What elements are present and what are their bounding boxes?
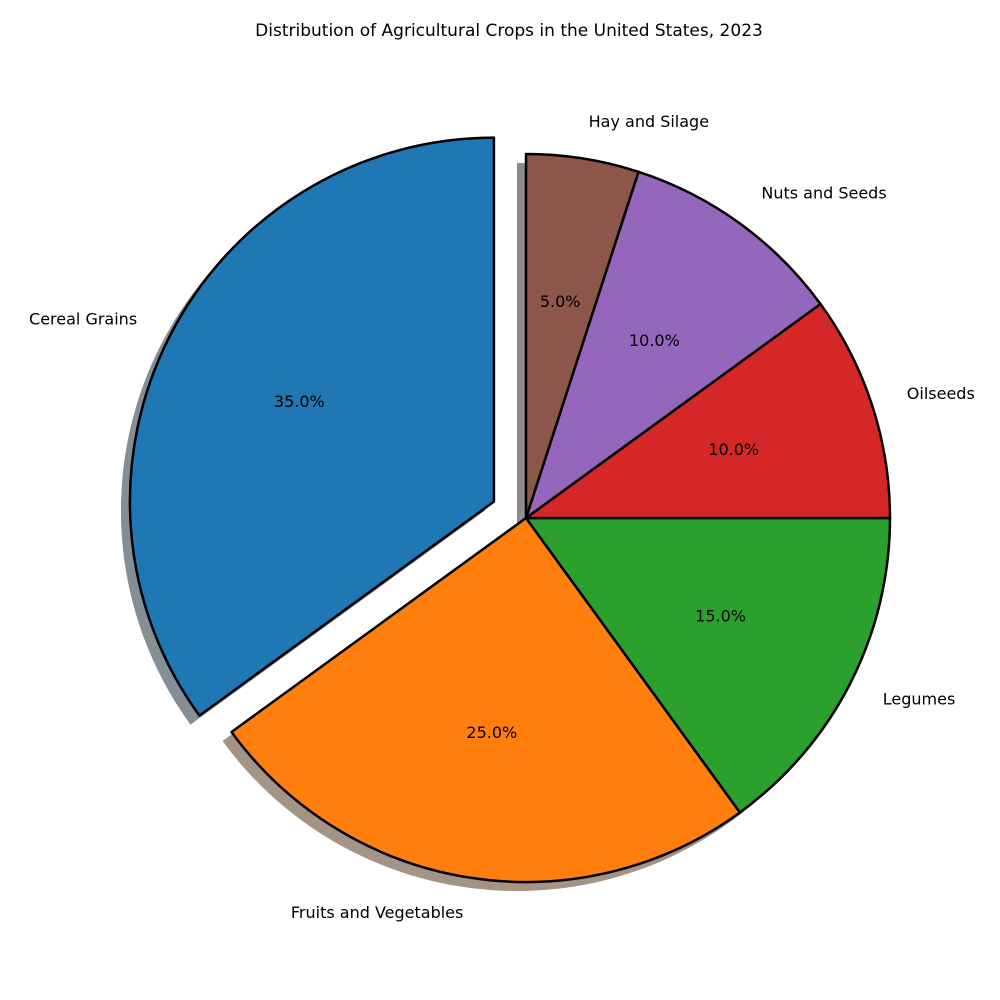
slice-fruits-and-vegetables: [230, 516, 742, 884]
slice-pct-nuts-and-seeds: 10.0%: [629, 331, 680, 350]
chart-title: Distribution of Agricultural Crops in th…: [255, 21, 763, 41]
slice-nuts-and-seeds: [524, 170, 822, 520]
slice-legumes: [524, 516, 892, 814]
slice-layer: [128, 136, 892, 884]
slice-cereal-grains: [128, 136, 496, 717]
slice-label-nuts-and-seeds: Nuts and Seeds: [761, 184, 886, 203]
slice-pct-hay-and-silage: 5.0%: [540, 292, 581, 311]
slice-pct-legumes: 15.0%: [695, 607, 746, 626]
slice-pct-fruits-and-vegetables: 25.0%: [466, 723, 517, 742]
slice-hay-and-silage: [524, 152, 640, 520]
slice-pct-oilseeds: 10.0%: [708, 440, 759, 459]
slice-oilseeds: [524, 302, 892, 520]
slice-label-cereal-grains: Cereal Grains: [29, 309, 137, 328]
slice-label-legumes: Legumes: [883, 689, 956, 708]
slice-pct-cereal-grains: 35.0%: [274, 392, 325, 411]
label-layer: Cereal Grains 35.0% Fruits and Vegetables 2…: [29, 112, 975, 922]
slice-label-oilseeds: Oilseeds: [907, 384, 975, 403]
slice-label-fruits-and-vegetables: Fruits and Vegetables: [291, 903, 464, 922]
slice-label-hay-and-silage: Hay and Silage: [589, 112, 709, 131]
